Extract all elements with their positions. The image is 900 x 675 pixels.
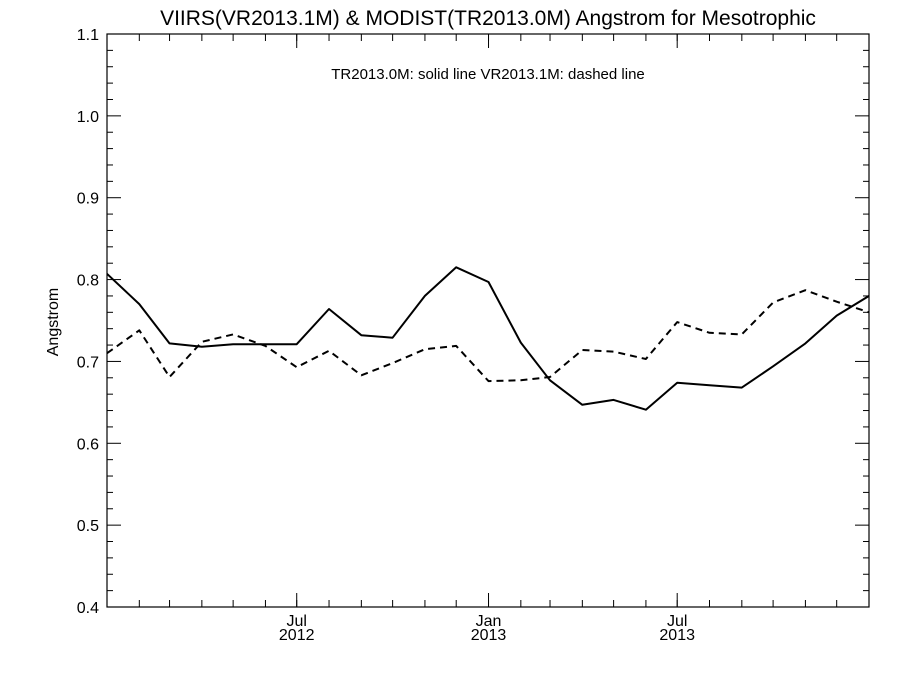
series-line-tr2013-0m <box>107 266 869 411</box>
y-tick-label: 1.0 <box>77 109 99 126</box>
y-tick-label: 0.7 <box>77 354 99 371</box>
x-tick-year-label: 2012 <box>279 627 315 644</box>
chart-title: VIIRS(VR2013.1M) & MODIST(TR2013.0M) Ang… <box>160 7 816 30</box>
y-tick-label: 0.9 <box>77 191 99 208</box>
series-legend-note: TR2013.0M: solid line VR2013.1M: dashed … <box>331 66 645 83</box>
y-tick-label: 1.1 <box>77 27 99 44</box>
y-tick-label: 0.6 <box>77 436 99 453</box>
x-tick-month-label: Jan <box>476 613 502 630</box>
y-tick-label: 0.8 <box>77 273 99 290</box>
x-tick-month-label: Jul <box>667 613 687 630</box>
plot-frame <box>106 33 870 608</box>
x-tick-year-label: 2013 <box>471 627 507 644</box>
y-tick-label: 0.5 <box>77 518 99 535</box>
y-tick-label: 0.4 <box>77 600 99 617</box>
series-line-vr2013-1m <box>107 289 869 383</box>
x-tick-year-label: 2013 <box>659 627 695 644</box>
x-tick-month-label: Jul <box>286 613 306 630</box>
y-axis-label: Angstrom <box>45 288 62 356</box>
